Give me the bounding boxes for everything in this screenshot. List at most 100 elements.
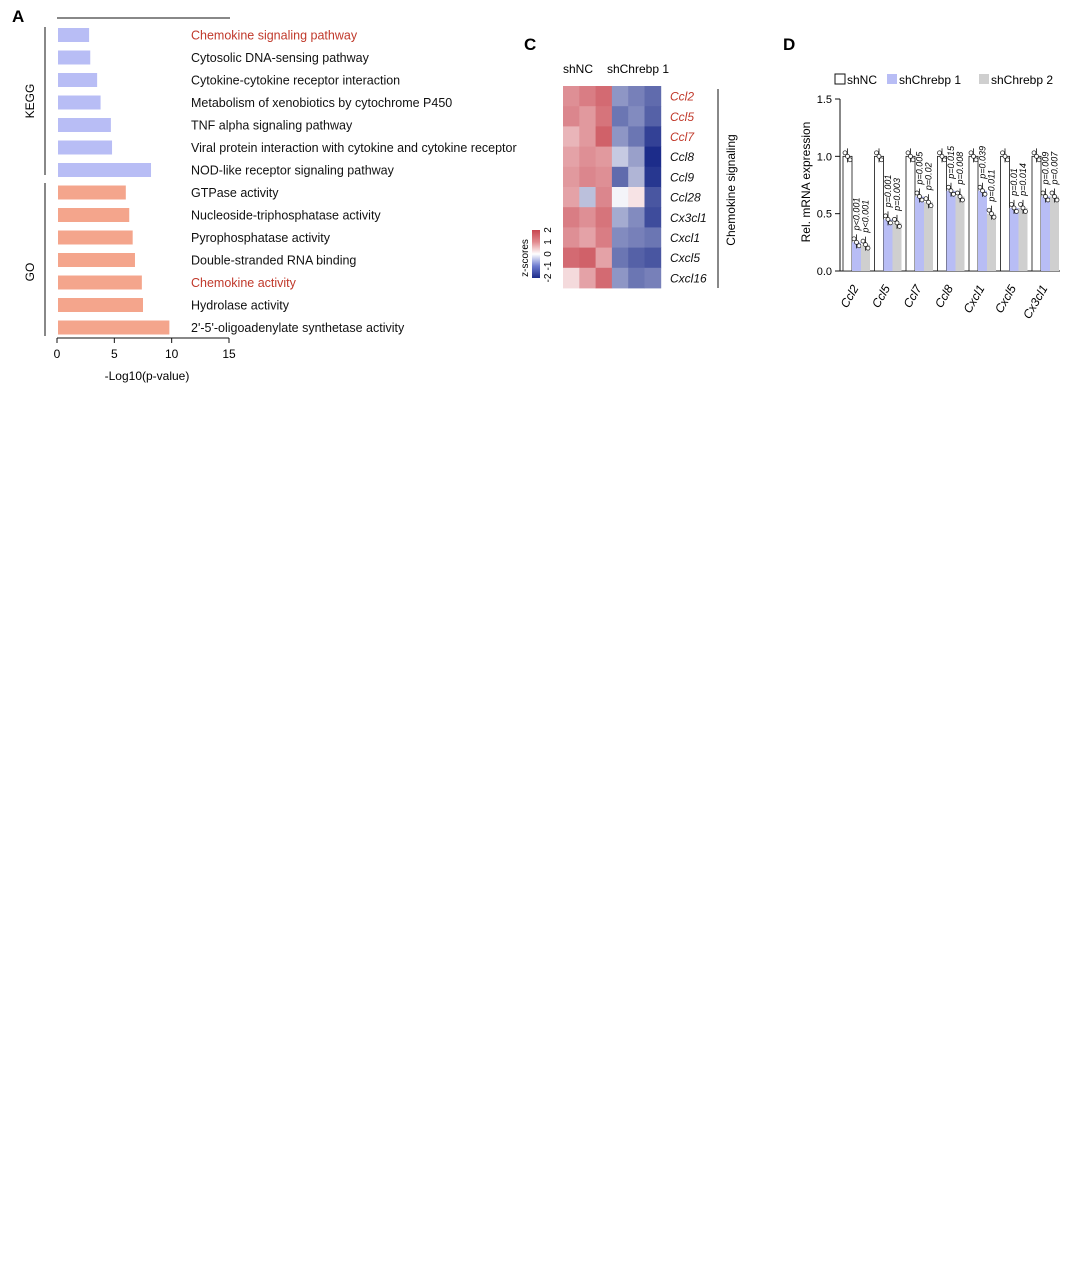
panel-d-bar (874, 155, 884, 272)
heatmap-cell (628, 106, 645, 127)
heatmap-cell (563, 247, 580, 269)
panel-a-term-label: Viral protein interaction with cytokine … (191, 141, 517, 155)
heatmap-row-label: Ccl2 (670, 90, 694, 104)
panel-a-term-label: TNF alpha signaling pathway (191, 119, 353, 133)
panel-d-gene-label: Ccl7 (900, 281, 925, 310)
panel-d-pvalue: p=0.008 (955, 152, 965, 186)
heatmap-cell (611, 227, 629, 248)
panel-d: shNC shChrebp 1 shChrebp 2 0.0 0.5 1.0 1.5 Re… (799, 73, 1060, 321)
heatmap-cell (595, 106, 613, 127)
heatmap-side-label: Chemokine signaling (724, 134, 738, 245)
heatmap-cell (579, 146, 596, 168)
heatmap-cell (628, 86, 645, 107)
heatmap-cell (563, 267, 580, 289)
heatmap-cell (563, 86, 580, 107)
zscore-tick-label: -1 (543, 261, 554, 270)
heatmap-cell (563, 187, 580, 208)
heatmap-cell (595, 126, 613, 147)
heatmap-row-label: Cx3cl1 (670, 211, 707, 225)
heatmap-cell (579, 126, 596, 147)
panel-a-bar (58, 95, 101, 110)
panel-a-bar (58, 118, 111, 132)
heatmap-cell (579, 166, 596, 188)
panel-d-legend-label: shChrebp 1 (899, 73, 961, 87)
panel-a-bar (58, 320, 170, 335)
zscore-tick-label: 1 (543, 239, 554, 245)
panel-d-legend-label: shChrebp 2 (991, 73, 1053, 87)
panel-d-pvalue: p=0.014 (1018, 163, 1028, 197)
panel-d-dot (957, 194, 963, 199)
panel-a-bar (58, 253, 135, 267)
panel-d-pvalue: p=0.02 (924, 162, 934, 191)
heatmap-cell (644, 146, 662, 168)
heatmap-cell (628, 166, 645, 188)
panel-d-pvalue: p=0.005 (915, 151, 925, 186)
panel-a-tick-label: 15 (222, 347, 236, 361)
heatmap-row-label: Ccl5 (670, 110, 694, 124)
panel-d-dot (1040, 190, 1046, 196)
heatmap-row-label: Ccl28 (670, 191, 701, 205)
heatmap-row-label: Ccl7 (670, 130, 695, 144)
panel-d-dot (926, 199, 931, 205)
panel-d-dot (968, 150, 974, 156)
heatmap-cell (579, 207, 596, 228)
panel-d-legend-swatch (979, 74, 989, 84)
heatmap-cell (595, 267, 613, 289)
panel-a-bar (58, 163, 152, 177)
panel-d-dot (948, 188, 954, 194)
panel-d-dot (910, 157, 916, 163)
panel-d-dot (1020, 205, 1026, 211)
panel-d-bar (978, 190, 987, 271)
heatmap-cell (595, 187, 613, 208)
panel-d-dot (980, 188, 985, 194)
heatmap-row-label: Ccl8 (670, 150, 694, 164)
panel-d-pvalue: p<0.001 (852, 198, 862, 232)
panel-d-pvalue: p=0.007 (1050, 151, 1060, 186)
panel-d-tick-label: 1.0 (817, 151, 832, 163)
heatmap-cell (595, 247, 613, 269)
panel-d-dot (1002, 153, 1008, 159)
panel-a-x-title: -Log10(p-value) (105, 369, 190, 383)
panel-d-tick-label: 0.0 (817, 266, 832, 278)
panel-a-tick-label: 5 (111, 347, 118, 361)
heatmap-cell (579, 106, 596, 127)
panel-d-pvalue: p=0.01 (1009, 168, 1019, 197)
heatmap-cell (611, 86, 629, 107)
panel-d-dot (1034, 153, 1039, 159)
panel-a-bar (58, 298, 143, 312)
panel-a-term-label: Chemokine signaling pathway (191, 29, 358, 43)
panel-a-term-label: Cytokine-cytokine receptor interaction (191, 74, 400, 88)
panel-d-dot (856, 243, 862, 249)
panel-a-term-label: Pyrophosphatase activity (191, 231, 331, 245)
panel-d-gene-label: Cxcl5 (992, 282, 1019, 315)
kegg-label: KEGG (23, 84, 37, 119)
panel-d-pvalue: p=0.003 (892, 178, 902, 212)
heatmap-cell (644, 207, 662, 228)
panel-d-pvalue: p=0.009 (1041, 152, 1051, 186)
heatmap-cell (644, 187, 662, 208)
panel-a-bar (58, 230, 133, 245)
heatmap-cell (595, 86, 613, 107)
panel-d-gene-label: Ccl8 (932, 282, 956, 310)
heatmap-cell (563, 146, 580, 168)
panel-d-dot (942, 157, 947, 163)
panel-a-term-label: Cytosolic DNA-sensing pathway (191, 51, 370, 65)
panel-d-dot (1036, 157, 1042, 163)
panel-d-bar (852, 242, 861, 271)
panel-letter-d: D (783, 35, 795, 54)
heatmap-cell (563, 106, 580, 127)
panel-d-dot (939, 153, 945, 159)
panel-d-dot (1000, 150, 1005, 156)
panel-a-term-label: Chemokine activity (191, 276, 297, 290)
heatmap-cell (644, 227, 662, 248)
panel-d-bar (1009, 207, 1019, 271)
heatmap-cell (579, 267, 596, 289)
panel-d-pvalue: p<0.001 (861, 200, 871, 234)
panel-d-bar (1041, 196, 1050, 271)
panel-d-dot (923, 196, 929, 202)
panel-d-bar (1018, 207, 1028, 271)
heatmap-cell (628, 146, 645, 168)
panel-d-dot (845, 153, 850, 159)
heatmap-row-label: Cxcl5 (670, 251, 700, 265)
panel-d-dot (917, 194, 922, 199)
